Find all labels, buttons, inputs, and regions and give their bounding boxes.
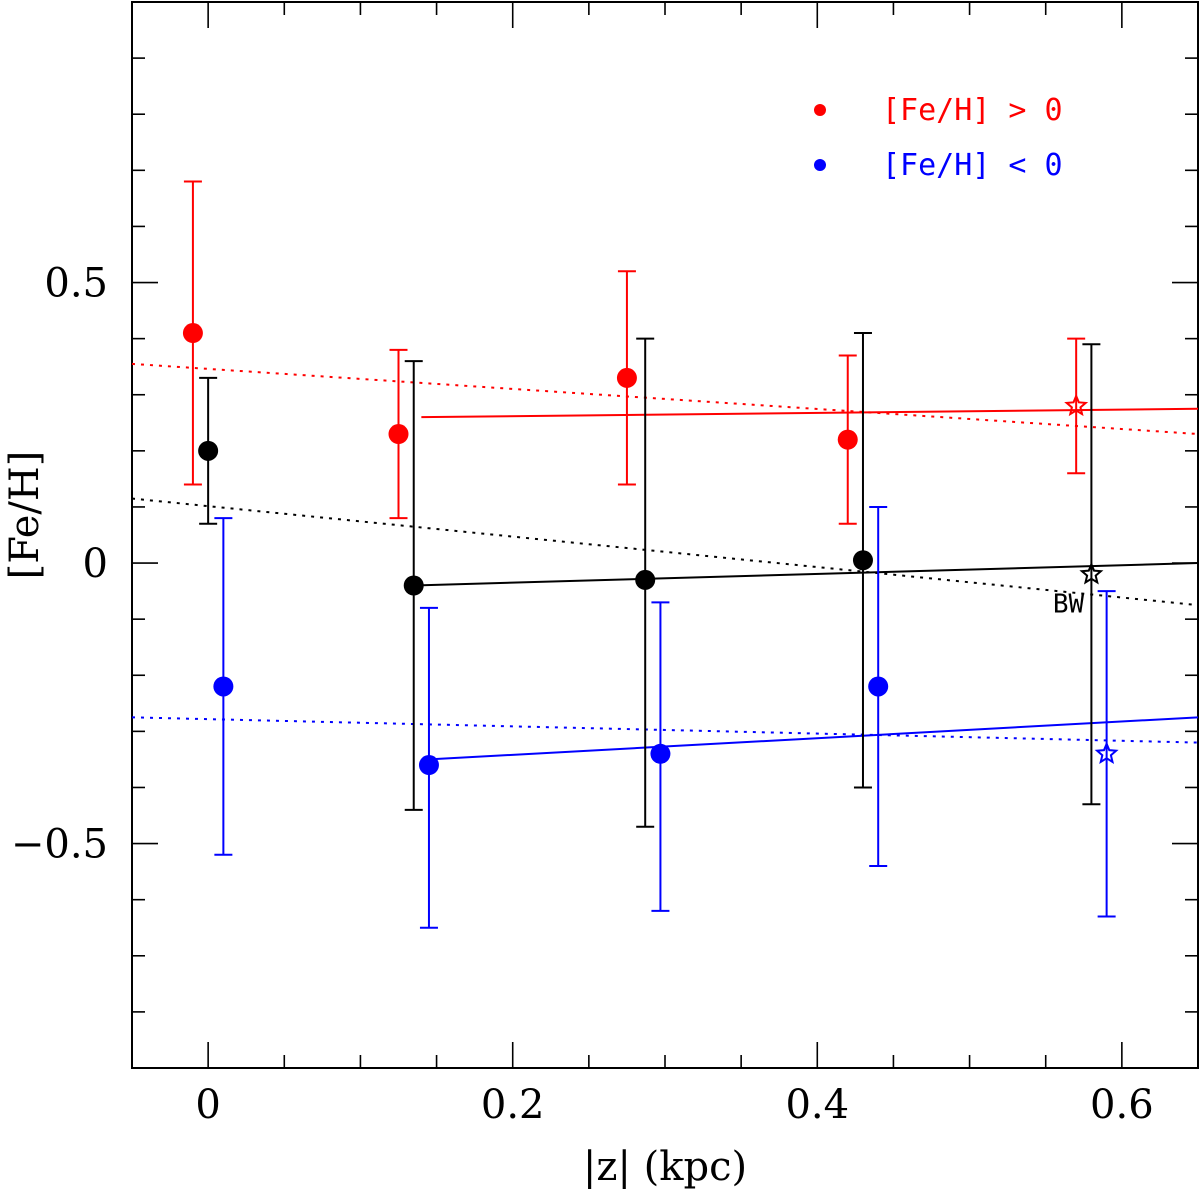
legend-marker xyxy=(814,104,826,116)
data-point xyxy=(868,676,889,697)
legend-marker xyxy=(814,159,826,171)
star-point xyxy=(1094,741,1119,765)
dotted-fit-line xyxy=(131,716,1199,744)
solid-fit-line xyxy=(421,407,1199,419)
x-tick-label: 0.4 xyxy=(785,1082,849,1128)
axes-layer xyxy=(131,1,1199,1069)
error-bars-layer xyxy=(183,180,1116,929)
solid-fit-line xyxy=(428,716,1199,761)
y-tick-label: 0.5 xyxy=(44,261,108,307)
data-point xyxy=(213,676,234,697)
x-axis-title: |z| (kpc) xyxy=(583,1144,747,1189)
data-points-layer xyxy=(182,323,1119,776)
data-point xyxy=(182,323,203,344)
x-tick-label: 0.6 xyxy=(1090,1082,1154,1128)
data-point xyxy=(616,367,637,388)
dotted-fit-line xyxy=(131,362,1199,436)
data-point xyxy=(418,755,439,776)
legend: [Fe/H] > 0 [Fe/H] < 0 xyxy=(814,93,1063,183)
legend-label: [Fe/H] < 0 xyxy=(882,148,1063,183)
y-axis-title: [Fe/H] xyxy=(2,451,48,580)
x-tick-label: 0 xyxy=(195,1082,220,1128)
x-tick-label: 0.2 xyxy=(481,1082,545,1128)
y-tick-label: 0 xyxy=(83,541,108,587)
data-point xyxy=(198,440,219,461)
bw-annotation: BW xyxy=(1053,589,1085,619)
data-point xyxy=(650,743,671,764)
labels-layer: 0 0.2 0.4 0.6 −0.5 0 0.5 |z| (kpc) [Fe/H] BW xyxy=(2,261,1154,1189)
fit-lines-layer xyxy=(131,362,1199,761)
data-point xyxy=(852,550,873,571)
data-point xyxy=(403,575,424,596)
dotted-fit-line xyxy=(131,497,1199,607)
solid-fit-line xyxy=(413,562,1199,587)
star-point xyxy=(1064,393,1089,417)
legend-label: [Fe/H] > 0 xyxy=(882,93,1063,128)
star-point xyxy=(1079,561,1104,585)
data-point xyxy=(388,424,409,445)
data-point xyxy=(837,429,858,450)
y-tick-label: −0.5 xyxy=(11,822,108,868)
data-point xyxy=(635,569,656,590)
